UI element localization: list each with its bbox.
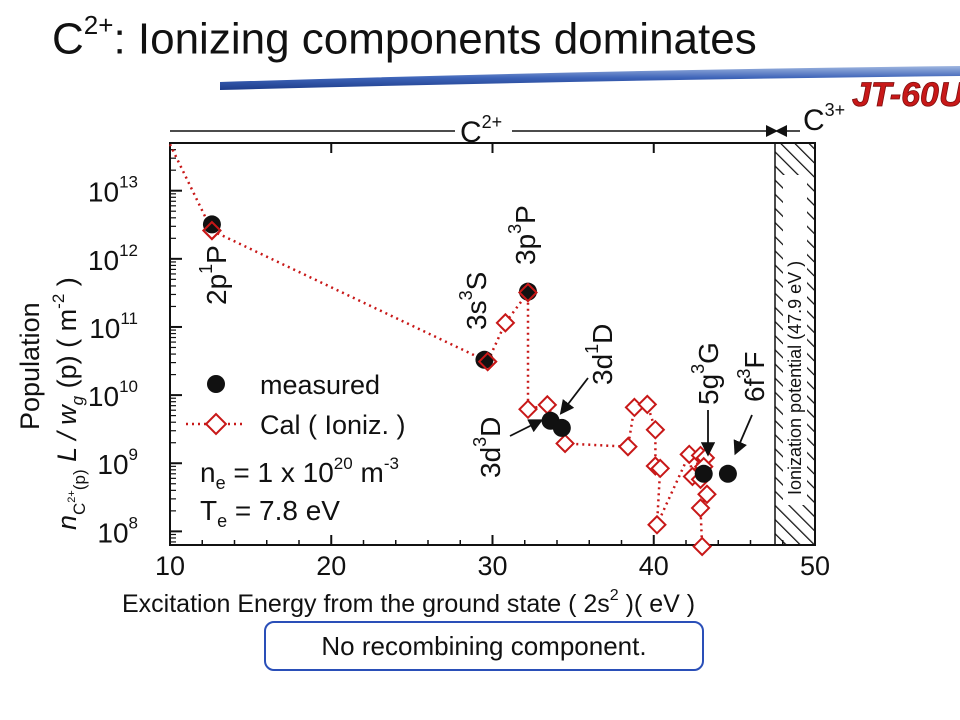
y-axis-label-population: Population: [15, 302, 45, 430]
arrow-6f3F: [733, 414, 753, 456]
y-tick-label: 1010: [88, 377, 138, 412]
measured-point: [552, 418, 571, 437]
cal-point: [690, 498, 711, 518]
cal-point: [645, 419, 666, 440]
y-tick-label: 109: [97, 445, 138, 480]
cal-point: [692, 536, 713, 557]
level-label-3s3S: 3s3S: [456, 272, 492, 330]
level-label-3d3D: 3d3D: [470, 417, 506, 478]
legend-cal-marker: [204, 412, 228, 436]
legend-measured-label: measured: [260, 370, 380, 400]
ionization-label-bg: [783, 175, 807, 505]
note-box: No recombining component.: [264, 621, 704, 671]
cal-point-overlay: [518, 282, 538, 303]
cal-point: [647, 514, 667, 535]
x-tick-label: 50: [800, 551, 830, 581]
legend: measured Cal ( Ioniz. ) ne = 1 x 1020 m-…: [186, 370, 406, 531]
legend-measured-marker: [207, 375, 225, 393]
y-tick-label: 1012: [88, 241, 138, 276]
y-tick-label: 1011: [89, 309, 138, 344]
c2-stage-label: C2+: [460, 112, 502, 149]
page-title: C2+: Ionizing components dominates: [52, 10, 757, 64]
cal-point: [650, 458, 671, 479]
x-tick-label: 20: [316, 551, 346, 581]
measured-point: [718, 464, 737, 483]
y-tick-label: 1013: [88, 173, 138, 208]
ionization-label: Ionization potential (47.9 eV ): [785, 261, 805, 495]
arrow-3d1D: [559, 377, 589, 415]
title-underline-bar: [220, 66, 960, 90]
x-tick-label: 40: [639, 551, 669, 581]
x-tick-label: 30: [477, 551, 507, 581]
legend-temperature: Te = 7.8 eV: [200, 495, 340, 531]
arrow-3d3D: [509, 419, 544, 437]
level-label-3d1D: 3d1D: [582, 324, 618, 385]
c3-stage-label: C3+: [803, 100, 845, 137]
note-text: No recombining component.: [321, 630, 647, 661]
cal-point: [555, 433, 575, 454]
cal-point: [679, 444, 700, 465]
cal-point-overlay: [202, 220, 222, 241]
level-labels: 2p1P 3s3S 3p3P 3d1D 3d3D 5g3G 6f3F: [196, 205, 770, 478]
cal-series-points-overlay: [202, 220, 538, 372]
y-tick-label: 108: [97, 513, 138, 548]
legend-density: ne = 1 x 1020 m-3: [200, 454, 399, 493]
level-label-2p1P: 2p1P: [196, 245, 232, 305]
x-axis-label: Excitation Energy from the ground state …: [122, 587, 695, 618]
cal-point: [537, 394, 558, 415]
level-label-6f3F: 6f3F: [734, 352, 770, 402]
cal-point-overlay: [477, 351, 498, 372]
legend-cal-label: Cal ( Ioniz. ): [260, 410, 406, 440]
cal-point: [637, 394, 658, 415]
y-axis-ticks: 108 109 1010 1011 1012 1013: [88, 142, 182, 548]
level-label-5g3G: 5g3G: [688, 342, 724, 405]
x-tick-label: 10: [155, 551, 185, 581]
cal-point: [618, 436, 638, 457]
measured-point: [202, 215, 221, 234]
cal-point: [624, 397, 645, 418]
cal-point: [495, 312, 516, 333]
y-axis-label-formula: nC2+(p) L / wg (p) ( m-2 ): [49, 277, 89, 530]
cal-point: [518, 399, 538, 420]
logo-text: JT-60U: [852, 76, 960, 114]
measured-point: [694, 464, 713, 483]
x-axis-ticks: 10 20 30 40 50: [155, 143, 830, 581]
cal-point: [697, 484, 717, 505]
level-label-3p3P: 3p3P: [505, 205, 541, 265]
